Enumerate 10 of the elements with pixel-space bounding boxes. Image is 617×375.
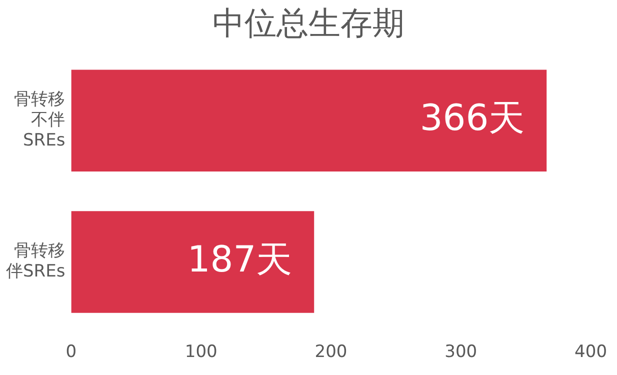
x-tick-label: 100 <box>184 342 218 362</box>
data-label: 187天 <box>187 239 292 280</box>
y-tick-label: 骨转移不伴SREs <box>14 90 66 150</box>
chart-title: 中位总生存期 <box>212 3 406 44</box>
y-tick-label: 骨转移伴SREs <box>6 241 66 282</box>
data-label: 366天 <box>420 98 525 140</box>
x-tick-label: 400 <box>574 342 608 362</box>
x-tick-label: 0 <box>66 342 77 362</box>
x-tick-label: 300 <box>444 342 478 362</box>
x-tick-label: 200 <box>314 342 348 362</box>
